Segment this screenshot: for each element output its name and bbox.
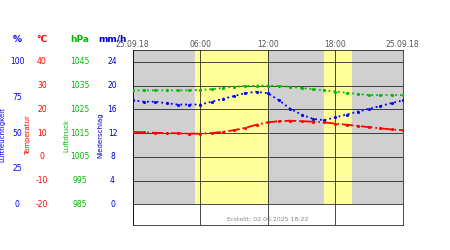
Text: 100: 100 <box>10 57 24 66</box>
Text: 4: 4 <box>110 176 115 185</box>
Text: 1045: 1045 <box>70 57 90 66</box>
Text: Luftdruck: Luftdruck <box>63 118 70 152</box>
Text: 0: 0 <box>110 200 115 209</box>
Text: 75: 75 <box>12 93 22 102</box>
Text: -20: -20 <box>36 200 48 209</box>
Text: 1035: 1035 <box>70 81 90 90</box>
Text: Niederschlag: Niederschlag <box>97 112 103 158</box>
Text: 10: 10 <box>37 128 47 138</box>
Text: 995: 995 <box>73 176 87 185</box>
Text: -10: -10 <box>36 176 48 185</box>
Text: Luftfeuchtigkeit: Luftfeuchtigkeit <box>0 108 5 162</box>
Text: hPa: hPa <box>71 35 90 44</box>
Text: 30: 30 <box>37 81 47 90</box>
Text: 0: 0 <box>40 152 44 161</box>
Text: %: % <box>13 35 22 44</box>
Text: 50: 50 <box>12 128 22 138</box>
Text: 1025: 1025 <box>71 105 90 114</box>
Text: Temperatur: Temperatur <box>25 115 32 155</box>
Text: 0: 0 <box>15 200 19 209</box>
Text: mm/h: mm/h <box>98 35 127 44</box>
Text: 1015: 1015 <box>71 128 90 138</box>
Text: 8: 8 <box>110 152 115 161</box>
Text: 16: 16 <box>108 105 117 114</box>
Bar <box>352 50 403 225</box>
Bar <box>268 50 324 225</box>
Bar <box>324 50 352 225</box>
Text: 985: 985 <box>73 200 87 209</box>
Text: 20: 20 <box>37 105 47 114</box>
Text: 20: 20 <box>108 81 117 90</box>
Text: Erstellt: 02.06.2025 18:22: Erstellt: 02.06.2025 18:22 <box>227 216 309 222</box>
Bar <box>194 50 268 225</box>
Text: °C: °C <box>36 35 47 44</box>
Bar <box>133 204 403 234</box>
Text: 12: 12 <box>108 128 117 138</box>
Text: 24: 24 <box>108 57 117 66</box>
Text: 25: 25 <box>12 164 22 173</box>
Text: 40: 40 <box>37 57 47 66</box>
Bar <box>133 50 194 225</box>
Text: 1005: 1005 <box>70 152 90 161</box>
